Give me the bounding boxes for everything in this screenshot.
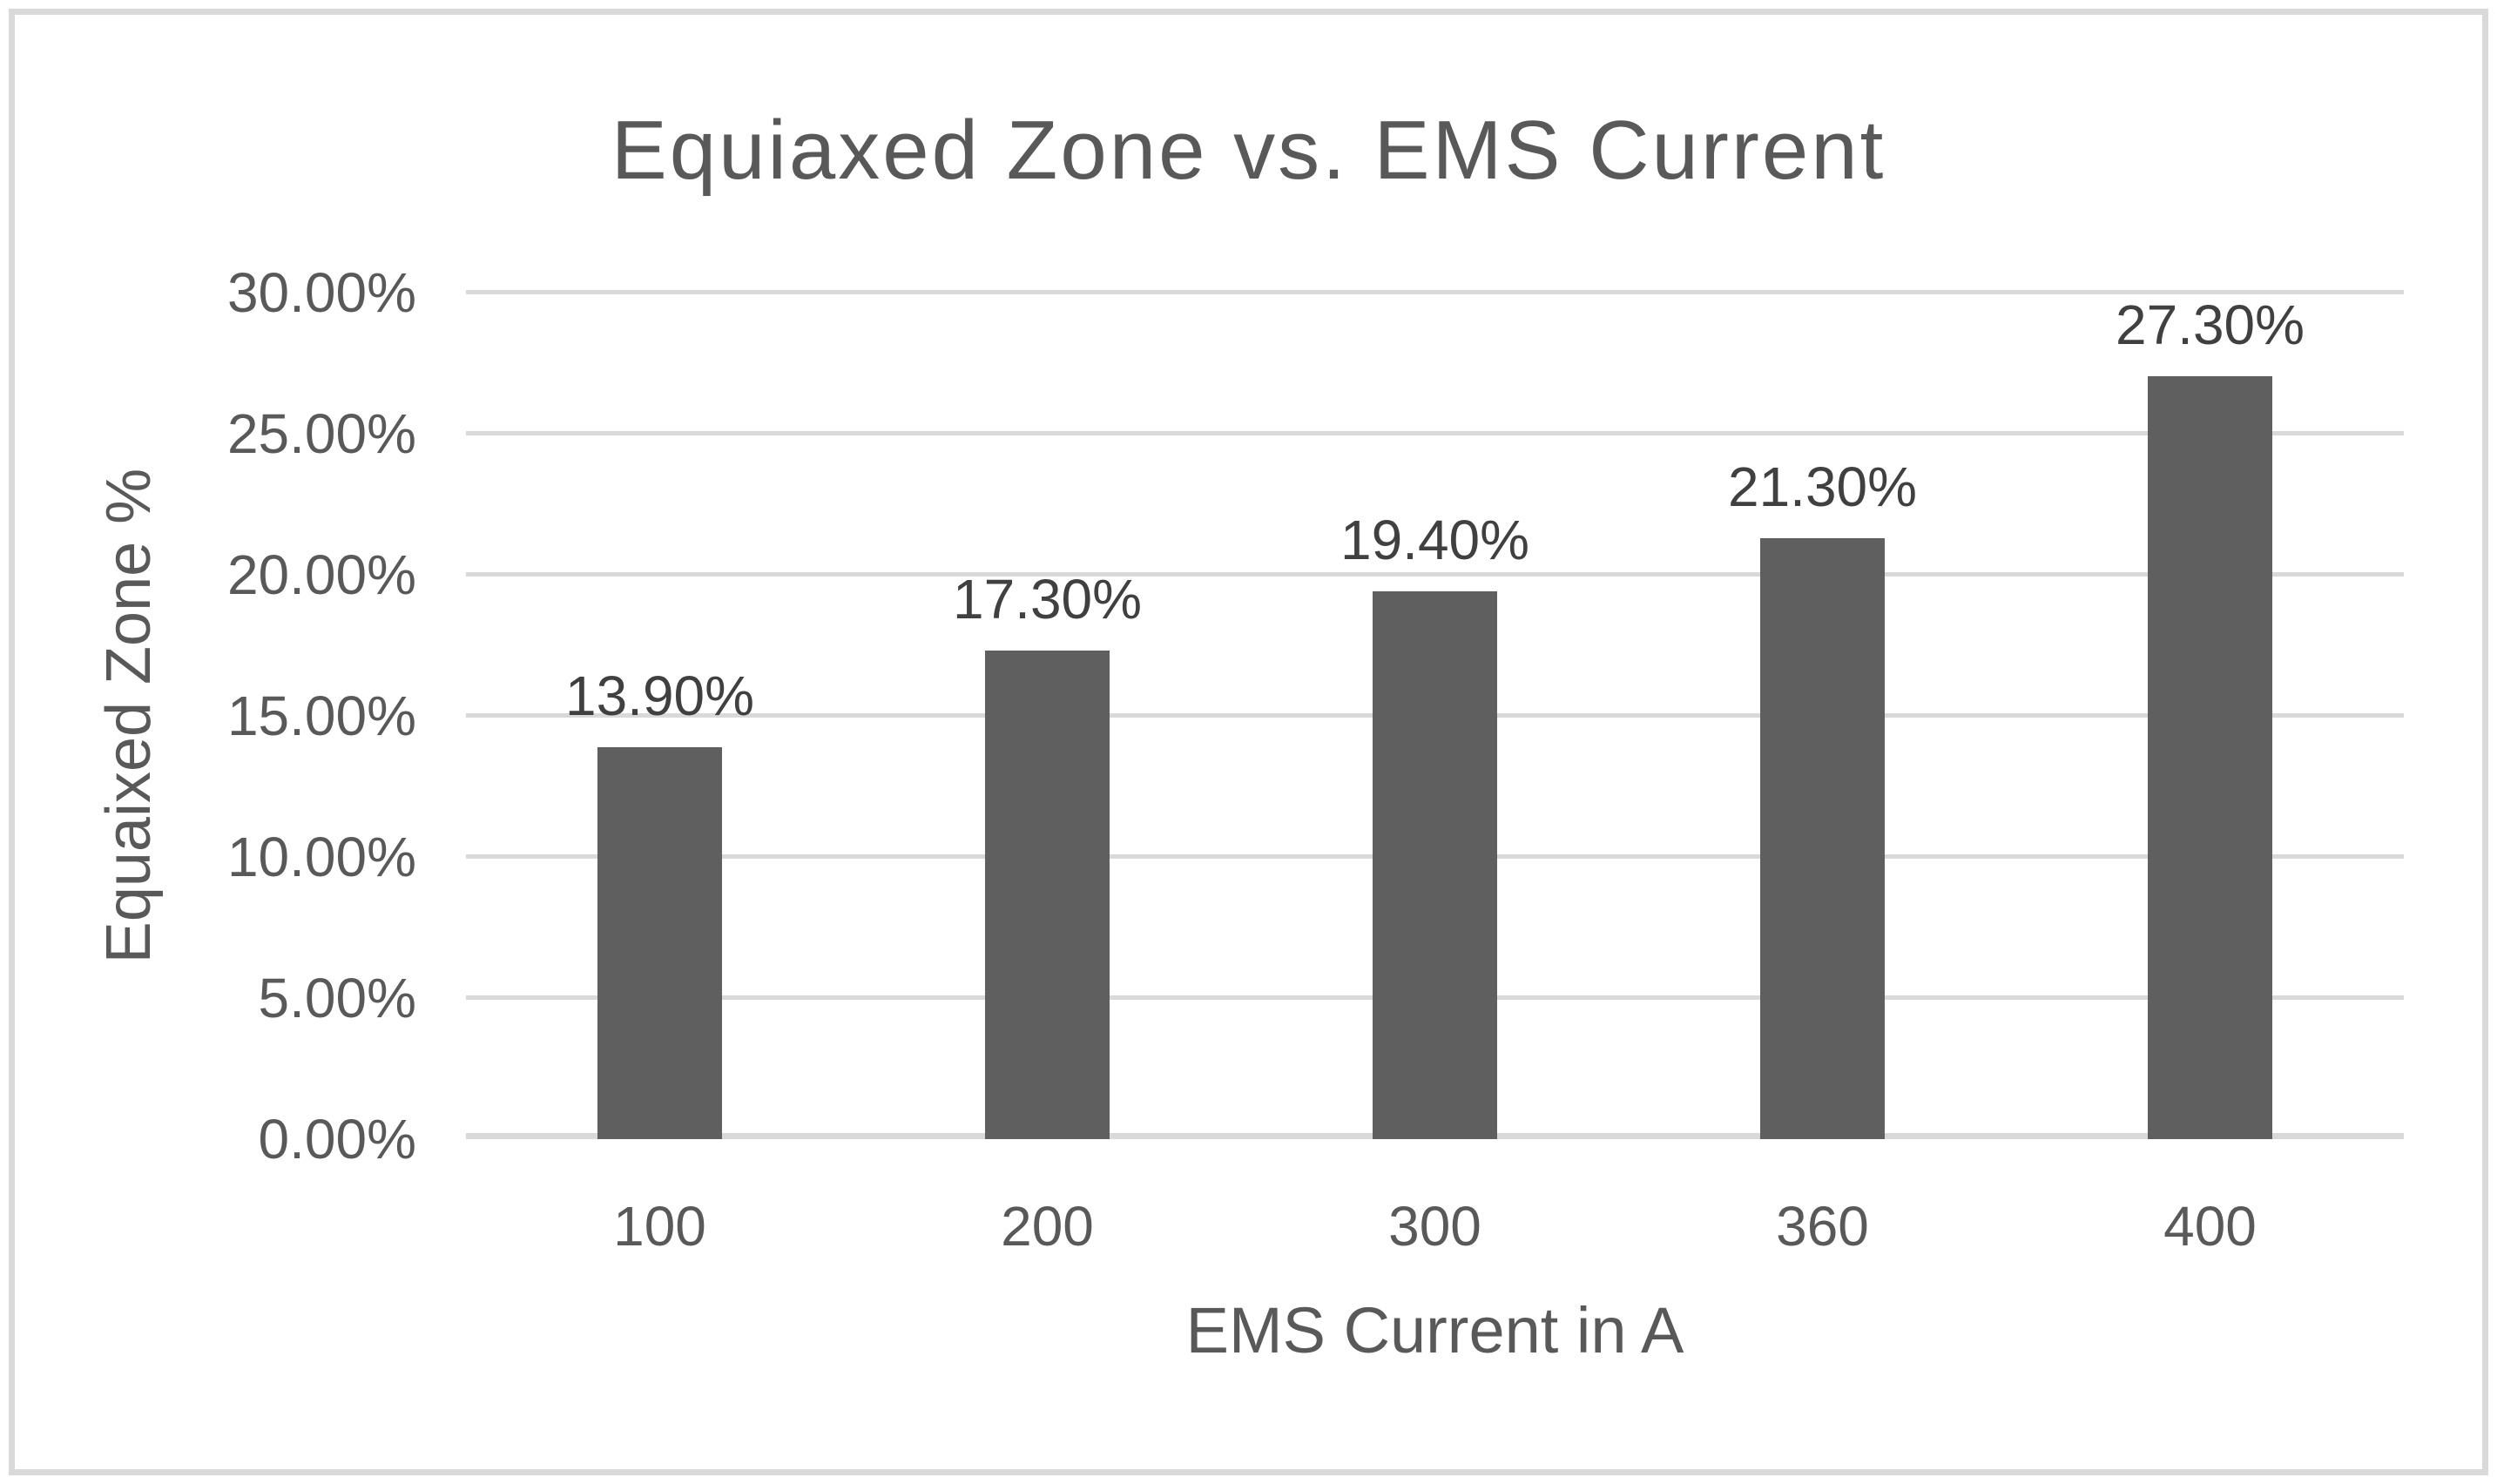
gridline	[466, 290, 2404, 294]
bar	[1373, 591, 1497, 1139]
bars-container: 13.90% 17.30% 19.40% 21.30% 27.30%	[466, 293, 2404, 1139]
bar	[985, 651, 1110, 1139]
bar-slot: 17.30%	[854, 293, 1241, 1139]
bar	[1760, 537, 1885, 1139]
bar-slot: 19.40%	[1241, 293, 1629, 1139]
bar-value-label: 27.30%	[2115, 293, 2305, 356]
chart-title: Equiaxed Zone vs. EMS Current	[611, 104, 1886, 197]
bar	[597, 746, 722, 1139]
bar-value-label: 13.90%	[564, 664, 755, 727]
x-tick-label: 400	[2163, 1195, 2257, 1258]
y-tick-label: 20.00%	[226, 543, 416, 607]
x-tick-label: 100	[613, 1195, 706, 1258]
x-axis-title: EMS Current in A	[1185, 1294, 1684, 1366]
y-tick-label: 30.00%	[226, 261, 416, 324]
gridline	[466, 431, 2404, 435]
x-tick-label: 300	[1388, 1195, 1481, 1258]
y-axis-tick-labels: 0.00% 5.00% 10.00% 15.00% 20.00% 25.00% 30.00%	[0, 261, 416, 1170]
bar-slot: 21.30%	[1629, 293, 2016, 1139]
x-tick-label: 360	[1776, 1195, 1869, 1258]
y-tick-label: 15.00%	[226, 685, 416, 747]
bar-value-label: 19.40%	[1340, 509, 1530, 572]
bar-value-label: 21.30%	[1727, 455, 1918, 518]
x-tick-label: 200	[1001, 1195, 1094, 1258]
gridline	[466, 572, 2404, 577]
bar-slot: 27.30%	[2016, 293, 2404, 1139]
plot-area: 13.90% 17.30% 19.40% 21.30% 27.30%	[466, 290, 2404, 1139]
y-tick-label: 10.00%	[226, 826, 416, 889]
bar-slot: 13.90%	[466, 293, 854, 1139]
y-tick-label: 25.00%	[226, 402, 416, 465]
y-tick-label: 5.00%	[258, 967, 416, 1030]
x-axis-tick-labels: 100 200 300 360 400	[466, 1195, 2404, 1258]
bar-value-label: 17.30%	[952, 568, 1143, 631]
bar	[2148, 376, 2272, 1139]
y-tick-label: 0.00%	[258, 1108, 416, 1170]
